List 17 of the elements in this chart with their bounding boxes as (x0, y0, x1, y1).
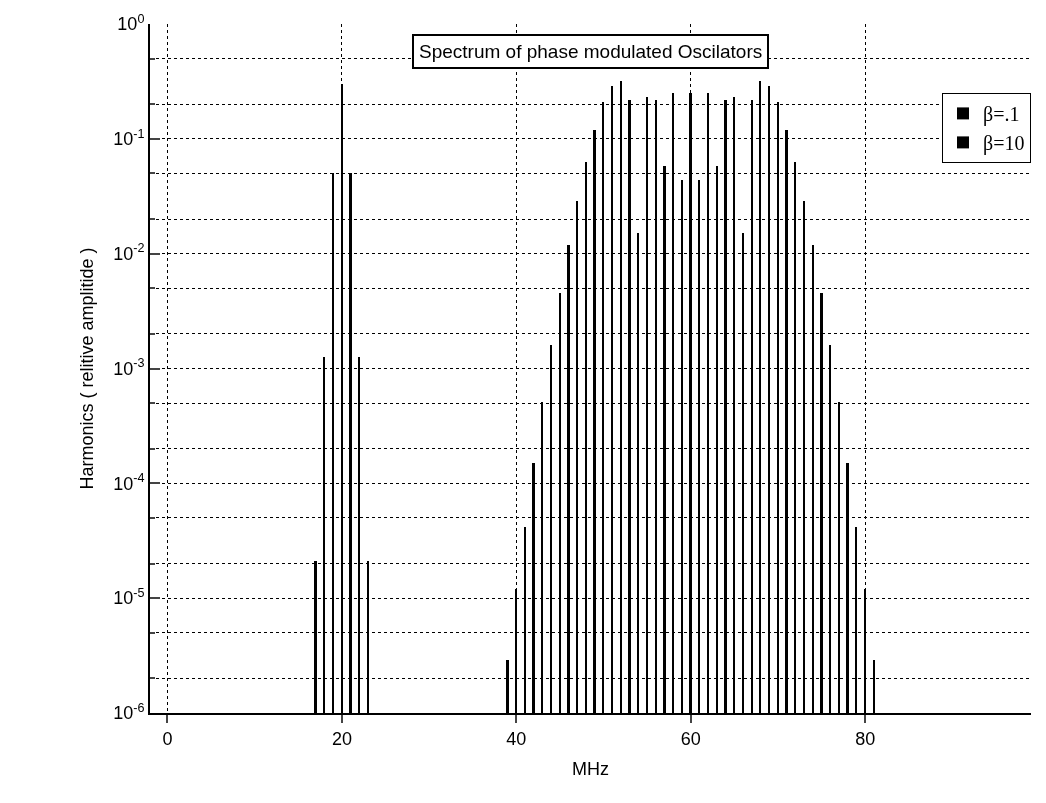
legend-label: β=.1 (983, 103, 1020, 127)
x-tick-label: 40 (506, 728, 527, 749)
y-axis-title: Harmonics ( relitive amplitide ) (76, 247, 97, 490)
y-tick-label: 10$^{-6}$ (113, 700, 145, 724)
x-tick-label: 20 (331, 728, 352, 749)
x-tick-label: 80 (855, 728, 876, 749)
x-axis-title: MHz (572, 759, 609, 780)
legend-label: β=10 (983, 132, 1025, 156)
y-tick-label: 10$^{0}$ (117, 11, 145, 35)
x-tick-label: 60 (680, 728, 701, 749)
y-tick-label: 10$^{-2}$ (113, 241, 145, 264)
text: Spectrum of phase modulated Oscilators (419, 41, 763, 62)
y-tick-label: 10$^{-1}$ (113, 126, 145, 150)
y-tick-label: 10$^{-4}$ (113, 471, 145, 494)
y-tick-label: 10$^{-3}$ (113, 356, 145, 379)
y-tick-label: 10$^{-5}$ (113, 585, 145, 609)
x-tick-label: 0 (162, 728, 173, 749)
